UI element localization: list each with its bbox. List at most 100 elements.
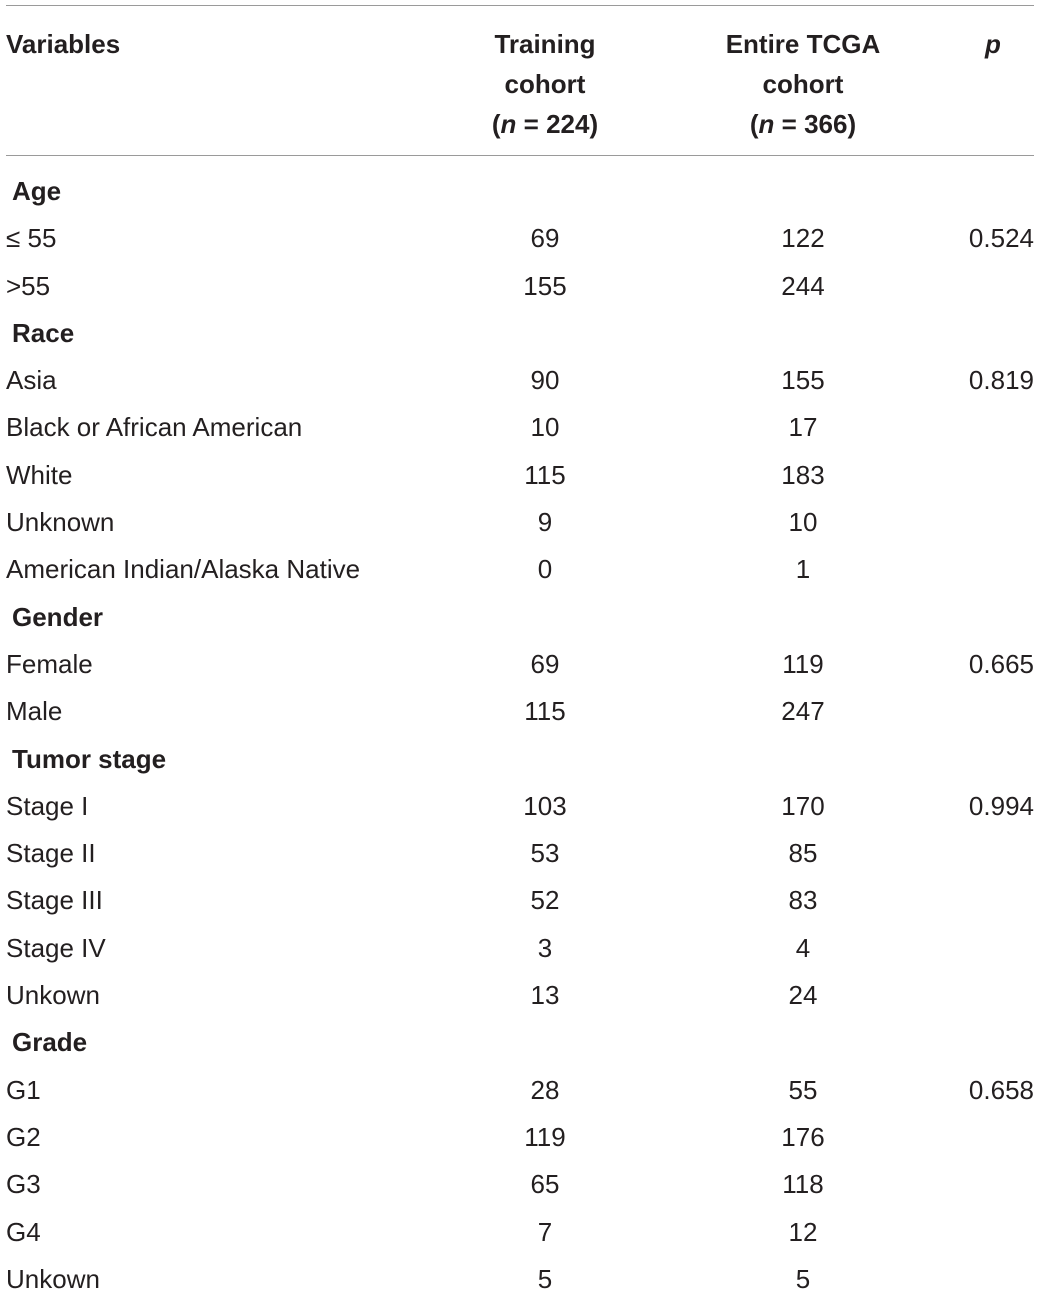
row-label: Gender xyxy=(12,601,104,632)
header-training-n-var: n xyxy=(500,109,517,139)
header-entire-n-prefix: ( xyxy=(749,109,759,139)
entire-cohort-value: 17 xyxy=(788,412,818,443)
row-label: Black or African American xyxy=(6,412,303,443)
section-row: Age xyxy=(0,168,1040,215)
section-row: Grade xyxy=(0,1019,1040,1066)
row-label: White xyxy=(6,459,73,490)
row-label: G2 xyxy=(6,1121,41,1152)
training-cohort-value: 90 xyxy=(530,365,560,396)
training-cohort-value: 52 xyxy=(530,885,560,916)
entire-cohort-value: 122 xyxy=(781,223,825,254)
entire-cohort-value: 83 xyxy=(788,885,818,916)
p-value: 0.994 xyxy=(968,790,1034,821)
training-cohort-value: 5 xyxy=(537,1263,553,1294)
header-training-n-suffix: = 224) xyxy=(516,109,599,139)
row-label: Race xyxy=(12,317,75,348)
row-label: G3 xyxy=(6,1169,41,1200)
training-cohort-value: 69 xyxy=(530,223,560,254)
training-cohort-value: 119 xyxy=(524,1121,566,1152)
row-label: Stage III xyxy=(6,885,103,916)
training-cohort-value: 7 xyxy=(537,1216,553,1247)
row-label: Stage II xyxy=(6,838,96,869)
table-row: Female 69 119 0.665 xyxy=(0,641,1040,688)
table-body: Age ≤ 55 69 122 0.524 >55 155 244 Race Asia 90 155 0… xyxy=(0,168,1040,1303)
header-rule xyxy=(6,155,1034,156)
p-value: 0.665 xyxy=(968,648,1034,679)
table-row: Stage I 103 170 0.994 xyxy=(0,783,1040,830)
entire-cohort-value: 55 xyxy=(788,1074,818,1105)
training-cohort-value: 53 xyxy=(530,838,560,869)
entire-cohort-value: 1 xyxy=(795,554,811,585)
table-row: Stage II 53 85 xyxy=(0,830,1040,877)
header-training-n-prefix: ( xyxy=(491,109,501,139)
row-label: G1 xyxy=(6,1074,41,1105)
training-cohort-value: 155 xyxy=(523,270,567,301)
row-label: American Indian/Alaska Native xyxy=(6,554,361,585)
training-cohort-value: 3 xyxy=(537,932,553,963)
training-cohort-value: 65 xyxy=(530,1169,560,1200)
entire-cohort-value: 247 xyxy=(781,696,825,727)
p-value: 0.658 xyxy=(968,1074,1034,1105)
row-label: Male xyxy=(6,696,63,727)
header-entire-line2: cohort xyxy=(762,69,844,99)
table-row: Stage III 52 83 xyxy=(0,877,1040,924)
row-label: Age xyxy=(12,176,62,206)
training-cohort-value: 10 xyxy=(530,412,560,443)
table-row: G3 65 118 xyxy=(0,1161,1040,1208)
entire-cohort-value: 12 xyxy=(788,1216,818,1247)
table-row: Male 115 247 xyxy=(0,688,1040,735)
table-row: >55 155 244 xyxy=(0,263,1040,310)
header-training-cohort: Training cohort (n = 224) xyxy=(415,24,675,144)
row-label: Unknown xyxy=(6,507,115,538)
row-label: Unkown xyxy=(6,980,100,1011)
row-label: ≤ 55 xyxy=(6,223,57,254)
table-row: American Indian/Alaska Native 0 1 xyxy=(0,546,1040,593)
entire-cohort-value: 183 xyxy=(781,459,825,490)
table-row: Black or African American 10 17 xyxy=(0,404,1040,451)
row-label: Asia xyxy=(6,365,57,396)
entire-cohort-value: 5 xyxy=(795,1263,811,1294)
entire-cohort-value: 118 xyxy=(782,1169,824,1200)
p-value: 0.819 xyxy=(968,365,1034,396)
header-p-value: p xyxy=(985,29,1001,59)
row-label: Tumor stage xyxy=(12,743,167,774)
header-training-n: (n = 224) xyxy=(415,104,675,144)
training-cohort-value: 115 xyxy=(524,459,566,490)
table-row: G1 28 55 0.658 xyxy=(0,1067,1040,1114)
entire-cohort-value: 4 xyxy=(795,932,811,963)
training-cohort-value: 0 xyxy=(537,554,553,585)
header-training-line1: Training xyxy=(494,29,596,59)
header-entire-n: (n = 366) xyxy=(673,104,933,144)
row-label: Unkown xyxy=(6,1263,100,1294)
entire-cohort-value: 155 xyxy=(781,365,825,396)
header-entire-n-suffix: = 366) xyxy=(774,109,857,139)
header-training-line2: cohort xyxy=(504,69,586,99)
row-label: Stage IV xyxy=(6,932,106,963)
table-row: White 115 183 xyxy=(0,452,1040,499)
header-entire-n-var: n xyxy=(758,109,775,139)
entire-cohort-value: 119 xyxy=(782,648,824,679)
table-row: G4 7 12 xyxy=(0,1209,1040,1256)
entire-cohort-value: 244 xyxy=(781,270,825,301)
training-cohort-value: 13 xyxy=(530,980,560,1011)
row-label: Grade xyxy=(12,1027,88,1058)
section-row: Gender xyxy=(0,594,1040,641)
table-row: Stage IV 3 4 xyxy=(0,925,1040,972)
entire-cohort-value: 85 xyxy=(788,838,818,869)
section-row: Tumor stage xyxy=(0,736,1040,783)
table-row: ≤ 55 69 122 0.524 xyxy=(0,215,1040,262)
row-label: Stage I xyxy=(6,790,89,821)
row-label: Female xyxy=(6,648,93,679)
table-row: Unknown 9 10 xyxy=(0,499,1040,546)
entire-cohort-value: 10 xyxy=(788,507,818,538)
training-cohort-value: 103 xyxy=(523,790,567,821)
training-cohort-value: 9 xyxy=(537,507,553,538)
entire-cohort-value: 170 xyxy=(781,790,825,821)
training-cohort-value: 28 xyxy=(530,1074,560,1105)
header-entire-cohort: Entire TCGA cohort (n = 366) xyxy=(673,24,933,144)
header-variables: Variables xyxy=(6,29,121,59)
row-label: G4 xyxy=(6,1216,41,1247)
table-row: Unkown 13 24 xyxy=(0,972,1040,1019)
training-cohort-value: 69 xyxy=(530,648,560,679)
